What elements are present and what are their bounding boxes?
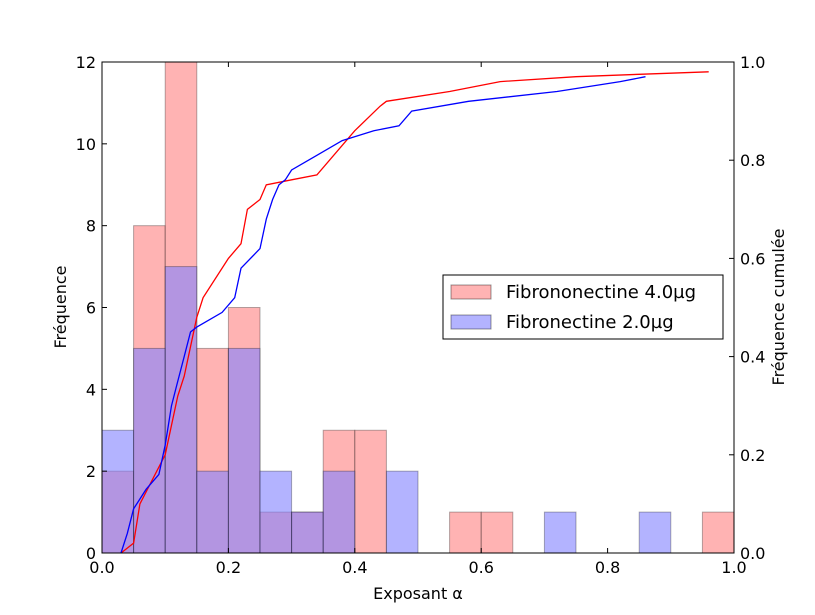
histogram-bar-blue <box>164 266 198 554</box>
histogram-bar-blue <box>133 347 166 554</box>
cumulative-line-red <box>120 71 709 554</box>
y-tick-label: 0 <box>86 544 96 563</box>
y-tick-label: 2 <box>86 462 96 481</box>
y-tick-label: 12 <box>76 53 96 72</box>
cumulative-line-blue <box>120 76 646 554</box>
y2-tick-label: 0.8 <box>740 151 765 170</box>
histogram-bar-blue <box>543 511 577 554</box>
histogram-bar-blue <box>227 347 261 554</box>
x-tick-label: 0.0 <box>89 558 114 577</box>
histogram-bar-red <box>701 511 735 554</box>
histogram-bar-red <box>354 429 387 554</box>
y2-tick-label: 0.4 <box>740 348 765 367</box>
legend-label-red: Fibrononectine 4.0µg <box>506 282 696 303</box>
x-tick-label: 0.4 <box>342 558 367 577</box>
histogram-bar-red <box>480 511 514 554</box>
histogram-bar-blue <box>291 511 324 554</box>
legend-label-blue: Fibronectine 2.0µg <box>506 312 674 333</box>
legend-swatch-red <box>450 284 492 300</box>
x-tick-label: 1.0 <box>721 558 746 577</box>
legend-swatch-blue <box>450 314 492 330</box>
y-tick-label: 4 <box>86 380 96 399</box>
y2-tick-label: 1.0 <box>740 53 765 72</box>
legend: Fibrononectine 4.0µg Fibronectine 2.0µg <box>442 274 724 340</box>
histogram-bar-blue <box>385 470 419 554</box>
x-tick-label: 0.2 <box>216 558 241 577</box>
y-tick-label: 8 <box>86 217 96 236</box>
y2-axis-label: Fréquence cumulée <box>769 229 788 386</box>
x-tick-label: 0.6 <box>468 558 493 577</box>
y-axis-label: Fréquence <box>51 265 70 348</box>
y-tick-label: 6 <box>86 299 96 318</box>
histogram-bar-red <box>449 511 482 554</box>
x-axis-label: Exposant α <box>373 584 463 603</box>
y2-tick-label: 0.2 <box>740 446 765 465</box>
histogram-bar-blue <box>322 470 356 554</box>
axis-ticks: 0.0 0.2 0.4 0.6 0.8 1.0 0 2 4 6 8 10 12 0.0 0.2 0.4 0.6 0… <box>76 53 766 577</box>
x-tick-label: 0.8 <box>595 558 620 577</box>
histogram-bar-blue <box>101 429 135 554</box>
y2-tick-label: 0.6 <box>740 249 765 268</box>
y-tick-label: 10 <box>76 135 96 154</box>
histogram-bar-blue <box>196 470 229 554</box>
y2-tick-label: 0.0 <box>740 544 765 563</box>
histogram-bar-blue <box>259 470 293 554</box>
histogram-bar-blue <box>638 511 672 554</box>
cumulative-lines <box>120 71 709 554</box>
